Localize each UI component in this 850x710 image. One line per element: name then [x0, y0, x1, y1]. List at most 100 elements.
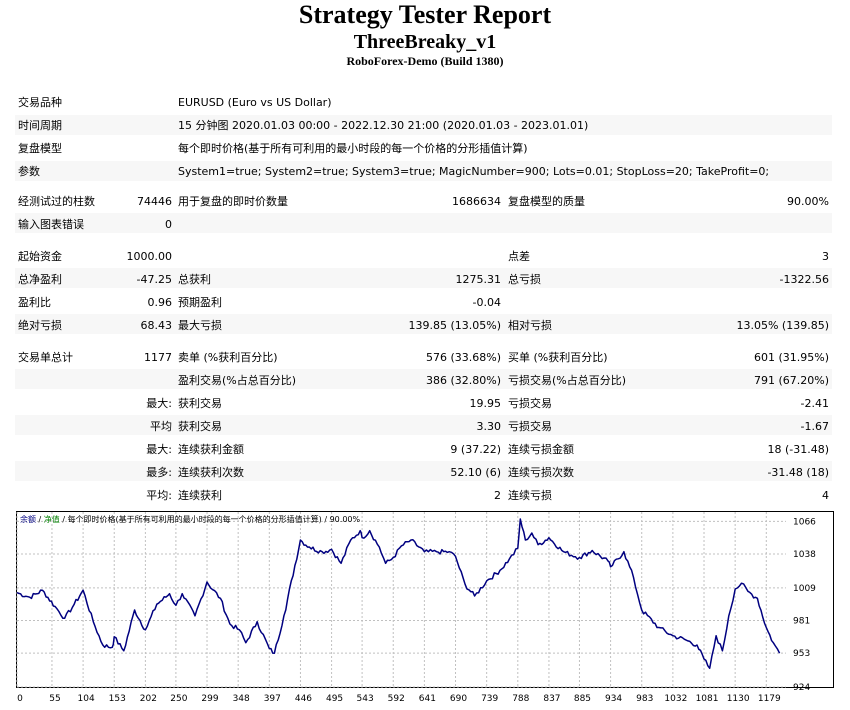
average-profit-value: 3.30: [476, 420, 502, 433]
row-stripe: [15, 369, 832, 389]
x-tick-label: 837: [543, 694, 560, 704]
bars-label: 经测试过的柱数: [18, 195, 95, 208]
legend-separator: /: [60, 515, 68, 524]
ticks-value: 1686634: [452, 195, 501, 208]
deposit-value: 1000.00: [126, 250, 173, 263]
period-label: 时间周期: [18, 119, 62, 132]
params-value: System1=true; System2=true; System3=true…: [178, 165, 770, 178]
relative-drawdown-label: 相对亏损: [508, 319, 552, 332]
gross-profit-value: 1275.31: [455, 273, 502, 286]
largest-profit-value: 19.95: [469, 397, 502, 410]
row-stripe: [15, 213, 832, 233]
x-axis-labels: 0 55 104 153 202 250 299 348 397 446 495 543 592 641 6…: [17, 694, 781, 704]
relative-drawdown-value: 13.05% (139.85): [736, 319, 829, 332]
x-tick-label: 104: [78, 694, 95, 704]
x-tick-label: 153: [109, 694, 126, 704]
row-stripe: [15, 161, 832, 181]
server-name: RoboForex-Demo (Build 1380): [346, 54, 504, 68]
x-tick-label: 0: [17, 694, 23, 704]
expected-payoff-value: -0.04: [472, 296, 501, 309]
period-value: 15 分钟图 2020.01.03 00:00 - 2022.12.30 21:…: [178, 119, 589, 132]
x-tick-label: 885: [574, 694, 591, 704]
net-profit-label: 总净盈利: [18, 273, 62, 286]
max-consecutive-wins-label: 连续获利金额: [178, 443, 244, 456]
gross-loss-value: -1322.56: [779, 273, 829, 286]
avg-consecutive-wins-value: 2: [494, 489, 501, 502]
maximal-consecutive-profit-label: 连续获利次数: [178, 466, 244, 479]
report-title: Strategy Tester Report: [298, 0, 552, 29]
legend-separator: /: [322, 515, 330, 524]
max-consecutive-losses-label: 连续亏损金额: [508, 443, 574, 456]
row-stripe: [15, 268, 832, 288]
x-tick-label: 1130: [727, 694, 750, 704]
x-tick-label: 299: [201, 694, 218, 704]
maximal-consecutive-loss-label: 连续亏损次数: [508, 466, 574, 479]
largest-loss-value: -2.41: [800, 397, 829, 410]
x-tick-label: 641: [419, 694, 436, 704]
spread-label: 点差: [508, 250, 530, 263]
total-trades-label: 交易单总计: [18, 351, 73, 364]
ticks-label: 用于复盘的即时价数量: [178, 195, 288, 208]
maximal-prefix: 最多:: [146, 466, 172, 479]
x-tick-label: 934: [605, 694, 622, 704]
x-tick-label: 446: [295, 694, 312, 704]
chart-lines: [16, 518, 781, 670]
y-tick-label: 1009: [793, 584, 816, 594]
spread-value: 3: [822, 250, 829, 263]
x-tick-label: 397: [264, 694, 281, 704]
x-tick-label: 1081: [696, 694, 719, 704]
profit-trades-label: 盈利交易(%占总百分比): [178, 374, 297, 387]
balance-chart: 924 953 981 1009 1038 1066 0 55 104 153 202 250 299…: [16, 511, 834, 704]
gross-profit-label: 总获利: [178, 273, 211, 286]
x-tick-label: 983: [636, 694, 653, 704]
avg-consecutive-losses-value: 4: [822, 489, 829, 502]
net-profit-value: -47.25: [136, 273, 172, 286]
x-tick-label: 739: [481, 694, 498, 704]
model-label: 复盘模型: [18, 142, 62, 155]
average-prefix: 平均: [150, 420, 172, 433]
x-tick-label: 788: [512, 694, 529, 704]
max-drawdown-label: 最大亏损: [178, 319, 222, 332]
x-tick-label: 1179: [758, 694, 781, 704]
x-tick-label: 202: [140, 694, 157, 704]
x-tick-label: 250: [170, 694, 187, 704]
max-consecutive-wins-value: 9 (37.22): [450, 443, 501, 456]
errors-label: 输入图表错误: [18, 218, 84, 231]
largest-prefix: 最大:: [146, 397, 172, 410]
y-tick-label: 953: [793, 649, 810, 659]
x-tick-label: 55: [49, 694, 60, 704]
long-positions-value: 601 (31.95%): [753, 351, 829, 364]
row-stripe: [15, 115, 832, 135]
avg-prefix: 平均:: [146, 489, 172, 502]
y-tick-label: 924: [793, 683, 810, 693]
short-positions-value: 576 (33.68%): [425, 351, 501, 364]
profit-factor-value: 0.96: [147, 296, 173, 309]
expert-name: ThreeBreaky_v1: [353, 31, 497, 53]
average-profit-label: 获利交易: [178, 420, 222, 433]
short-positions-label: 卖单 (%获利百分比): [178, 351, 278, 364]
largest-profit-label: 获利交易: [178, 397, 222, 410]
x-tick-label: 543: [357, 694, 374, 704]
expected-payoff-label: 预期盈利: [178, 296, 222, 309]
row-stripe: [15, 461, 832, 481]
params-label: 参数: [18, 165, 40, 178]
y-tick-label: 1038: [793, 550, 816, 560]
quality-label: 复盘模型的质量: [508, 195, 585, 208]
errors-value: 0: [165, 218, 172, 231]
profit-factor-label: 盈利比: [18, 296, 51, 309]
x-tick-label: 690: [450, 694, 467, 704]
legend-quality: 90.00%: [330, 515, 361, 524]
y-tick-label: 1066: [793, 517, 816, 527]
symbol-label: 交易品种: [18, 96, 62, 109]
max-drawdown-value: 139.85 (13.05%): [408, 319, 501, 332]
absolute-drawdown-label: 绝对亏损: [18, 319, 62, 332]
legend-model: 每个即时价格(基于所有可利用的最小时段的每一个价格的分形插值计算): [68, 514, 322, 524]
long-positions-label: 买单 (%获利百分比): [508, 351, 608, 364]
row-stripe: [15, 415, 832, 435]
quality-value: 90.00%: [787, 195, 829, 208]
avg-consecutive-losses-label: 连续亏损: [508, 489, 552, 502]
legend-separator: /: [36, 515, 44, 524]
average-loss-label: 亏损交易: [508, 420, 552, 433]
balance-line: [16, 518, 781, 670]
model-value: 每个即时价格(基于所有可利用的最小时段的每一个价格的分形插值计算): [178, 142, 528, 155]
